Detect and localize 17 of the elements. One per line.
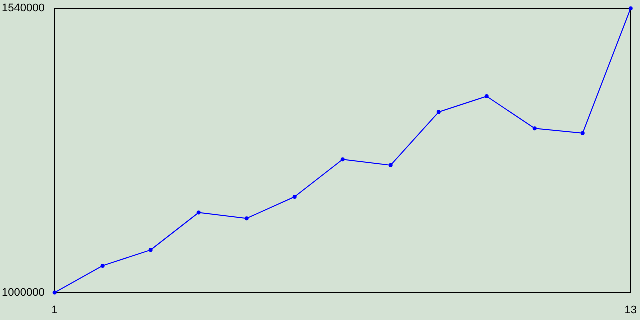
y-tick-label: 1540000 <box>2 2 45 15</box>
point <box>436 110 441 114</box>
point <box>532 126 537 131</box>
point <box>628 6 633 11</box>
point <box>148 248 153 252</box>
y-tick-label: 1000000 <box>2 286 45 299</box>
point <box>340 158 345 162</box>
point <box>244 216 249 221</box>
x-tick-label: 1 <box>52 304 58 316</box>
x-tick-label: 13 <box>624 304 638 316</box>
point <box>52 290 57 295</box>
point <box>484 94 489 98</box>
point <box>388 163 393 168</box>
point <box>100 264 105 268</box>
point <box>196 210 201 215</box>
point <box>292 195 297 200</box>
point <box>580 131 585 136</box>
